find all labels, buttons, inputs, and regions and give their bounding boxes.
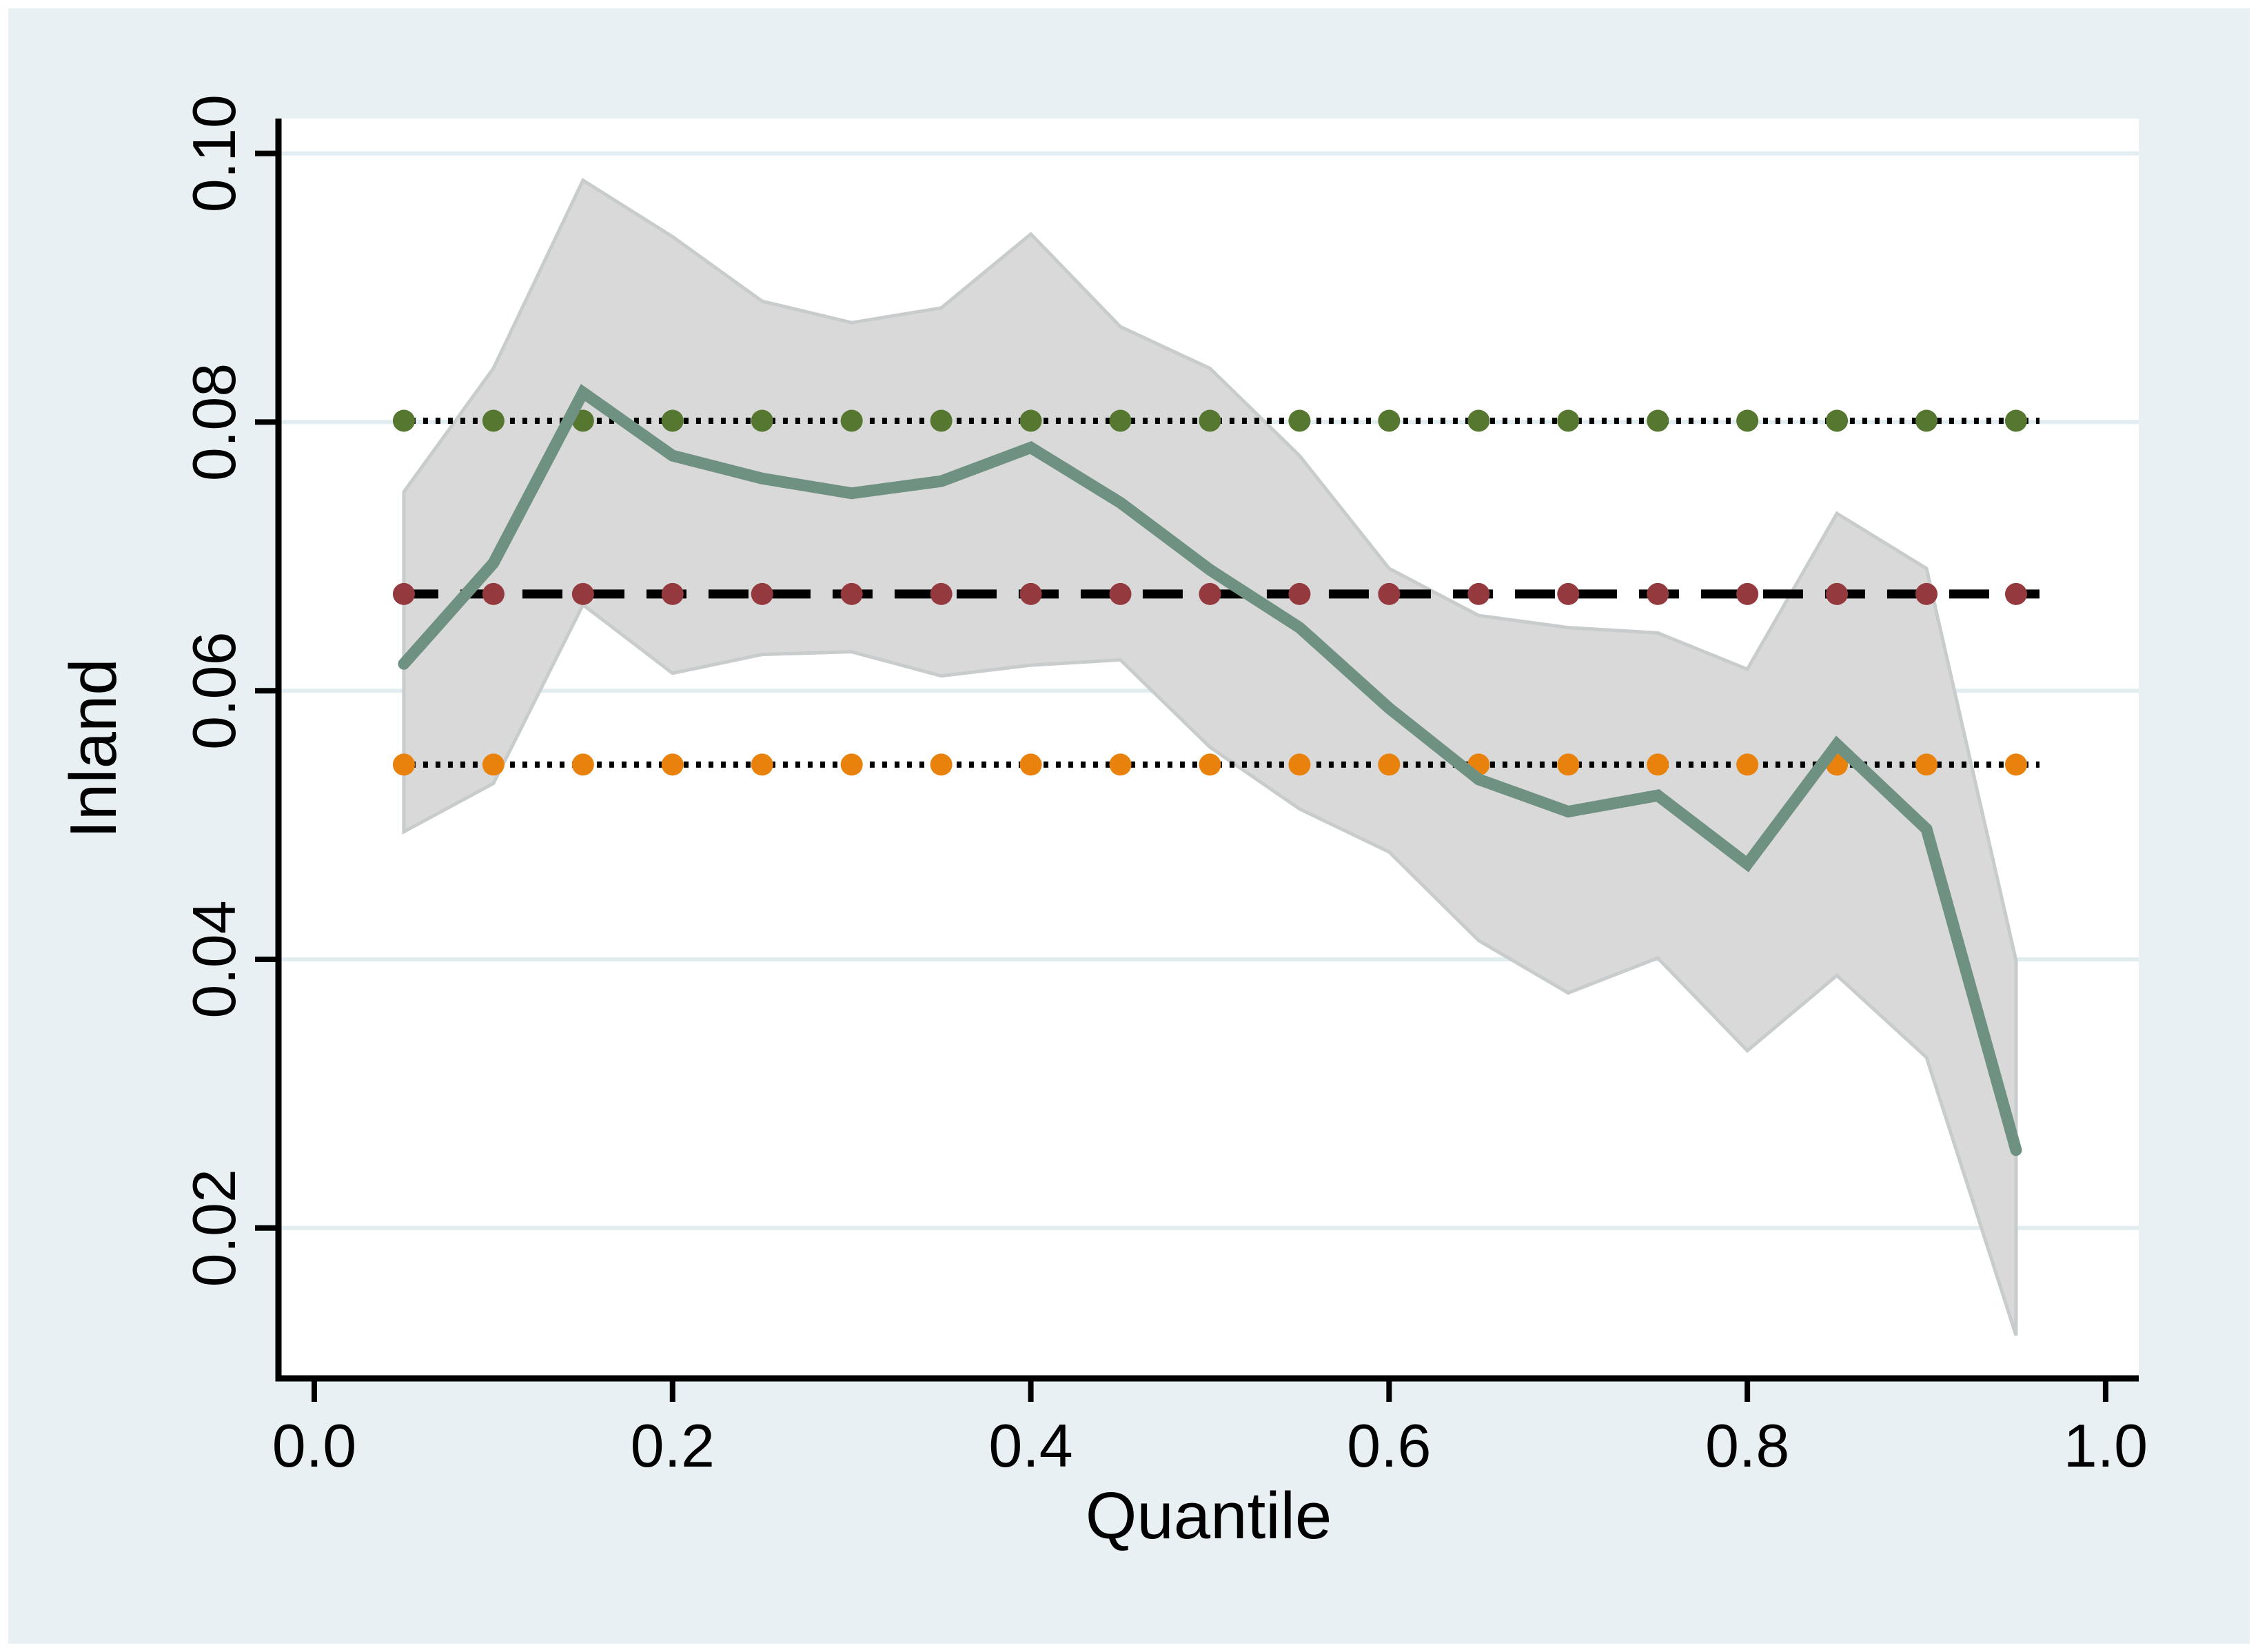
ols-estimate-line-marker	[840, 582, 863, 605]
x-tick-label: 0.0	[272, 1411, 356, 1480]
ols-ci-upper-line-marker	[392, 409, 415, 432]
ols-ci-lower-line-marker	[1109, 753, 1132, 776]
ols-ci-lower-line-marker	[571, 753, 594, 776]
y-axis-title: Inland	[57, 658, 130, 839]
ols-estimate-line	[392, 582, 2040, 605]
ols-ci-upper-line-marker	[751, 409, 773, 432]
ols-estimate-line-marker	[1915, 582, 1938, 605]
y-tick-label: 0.02	[180, 1169, 248, 1287]
ols-estimate-line-marker	[661, 582, 684, 605]
quantile-estimate-line	[398, 384, 2022, 1156]
ols-ci-lower-line-marker	[1915, 753, 1938, 776]
ols-ci-lower-line-marker	[1557, 753, 1580, 776]
ols-ci-upper-line-marker	[1378, 409, 1401, 432]
ols-ci-lower-line-marker	[1199, 753, 1221, 776]
ols-estimate-line-marker	[392, 582, 415, 605]
y-tick-label: 0.10	[180, 94, 248, 212]
x-tick-label: 0.8	[1705, 1411, 1789, 1480]
ols-ci-lower-line-marker	[392, 753, 415, 776]
ols-ci-upper-line	[392, 409, 2040, 432]
ols-ci-lower-line-marker	[1288, 753, 1311, 776]
ols-ci-upper-line-marker	[1647, 409, 1669, 432]
x-axis-tick-labels: 0.0 0.2 0.4 0.6 0.8 1.0	[272, 1411, 2148, 1480]
ols-ci-lower-line-marker	[930, 753, 953, 776]
ols-ci-upper-line-marker	[1736, 409, 1759, 432]
ols-ci-upper-line-marker	[1467, 409, 1490, 432]
ols-ci-lower-line-marker	[751, 753, 773, 776]
ols-estimate-line-marker	[571, 582, 594, 605]
ols-ci-upper-line-marker	[1557, 409, 1580, 432]
ols-ci-upper-line-marker	[1826, 409, 1849, 432]
ols-estimate-line-marker	[1288, 582, 1311, 605]
axes	[275, 119, 2139, 1382]
ols-ci-upper-line-marker	[1199, 409, 1221, 432]
y-tick-label: 0.04	[180, 900, 248, 1018]
ols-estimate-line-marker	[1647, 582, 1669, 605]
ols-ci-upper-line-marker	[482, 409, 505, 432]
ols-ci-lower-line-marker	[661, 753, 684, 776]
ols-estimate-line-marker	[1826, 582, 1849, 605]
ols-ci-upper-line-marker	[1915, 409, 1938, 432]
x-axis-title: Quantile	[1086, 1479, 1332, 1553]
ols-ci-upper-line-marker	[840, 409, 863, 432]
ols-estimate-line-marker	[1736, 582, 1759, 605]
y-tick-label: 0.08	[180, 363, 248, 481]
x-tick-label: 0.2	[631, 1411, 715, 1480]
ols-estimate-line-marker	[1467, 582, 1490, 605]
ols-estimate-line-marker	[1557, 582, 1580, 605]
ols-ci-upper-line-marker	[930, 409, 953, 432]
confidence-band	[402, 178, 2018, 1336]
ols-ci-upper-line-marker	[1109, 409, 1132, 432]
ols-ci-lower-line-marker	[1378, 753, 1401, 776]
ols-ci-upper-line-marker	[1288, 409, 1311, 432]
ols-estimate-line-marker	[1199, 582, 1221, 605]
tick-marks	[255, 150, 2108, 1402]
x-tick-label: 0.4	[988, 1411, 1072, 1480]
ols-ci-upper-line-marker	[661, 409, 684, 432]
ols-estimate-line-marker	[751, 582, 773, 605]
ols-ci-lower-line-marker	[1019, 753, 1042, 776]
x-tick-label: 1.0	[2064, 1411, 2148, 1480]
ols-ci-upper-line-marker	[2004, 409, 2027, 432]
y-axis-tick-labels: 0.02 0.04 0.06 0.08 0.10	[180, 94, 248, 1287]
ols-ci-lower-line-marker	[1736, 753, 1759, 776]
ols-ci-lower-line-marker	[1647, 753, 1669, 776]
ols-ci-lower-line-marker	[840, 753, 863, 776]
ols-estimate-line-marker	[930, 582, 953, 605]
ols-estimate-line-marker	[482, 582, 505, 605]
ols-ci-lower-line-marker	[2004, 753, 2027, 776]
y-tick-label: 0.06	[180, 632, 248, 750]
ols-ci-upper-line-marker	[1019, 409, 1042, 432]
x-tick-label: 0.6	[1347, 1411, 1431, 1480]
ols-estimate-line-marker	[1019, 582, 1042, 605]
ols-ci-lower-line-marker	[482, 753, 505, 776]
ols-estimate-line-marker	[1378, 582, 1401, 605]
ols-estimate-line-marker	[2004, 582, 2027, 605]
ols-estimate-line-marker	[1109, 582, 1132, 605]
